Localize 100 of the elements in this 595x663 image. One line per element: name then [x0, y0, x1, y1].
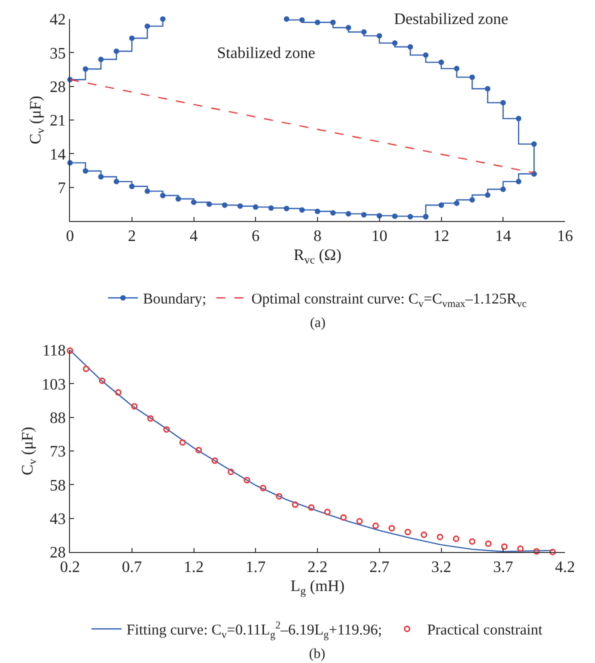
- x-tick-label: 16: [557, 228, 573, 246]
- x-tick-label: 12: [433, 228, 450, 246]
- y-tick-label: 28: [50, 544, 66, 562]
- point: [500, 100, 506, 106]
- x-tick-label: 1.7: [246, 559, 266, 576]
- point: [469, 74, 475, 80]
- x-axis-title: R$_{vc}$ (Ω): [294, 246, 342, 266]
- point: [469, 197, 475, 203]
- y-tick-label: 43: [50, 510, 66, 528]
- point: [160, 192, 166, 198]
- x-tick-label: 2.7: [369, 559, 390, 576]
- point: [66, 347, 74, 354]
- point: [299, 17, 305, 23]
- point: [485, 540, 492, 547]
- point: [115, 389, 122, 396]
- point: [392, 40, 398, 46]
- point: [404, 528, 412, 536]
- point: [276, 493, 282, 500]
- annotation: Stabilized zone: [217, 45, 316, 62]
- x-tick-label: 0.7: [122, 559, 142, 576]
- point: [388, 524, 395, 532]
- x-tick-label: 2.2: [308, 559, 328, 576]
- point: [260, 484, 266, 492]
- point: [484, 86, 490, 92]
- point: [129, 184, 135, 190]
- point: [299, 207, 305, 213]
- point: [82, 366, 90, 372]
- y-tick-label: 118: [42, 342, 66, 360]
- point: [423, 52, 429, 58]
- point: [314, 208, 320, 214]
- point: [500, 186, 506, 192]
- point: [308, 504, 315, 511]
- point: [144, 188, 150, 194]
- point: [292, 501, 298, 508]
- point: [533, 548, 540, 555]
- point: [361, 29, 367, 35]
- text: (b): [309, 647, 326, 662]
- y-tick-label: 21: [50, 112, 66, 130]
- point: [191, 199, 196, 205]
- y-tick-label: 73: [50, 444, 66, 461]
- point: [82, 66, 88, 72]
- x-tick-label: 3.2: [431, 559, 452, 576]
- point: [452, 536, 460, 542]
- point: [346, 211, 352, 217]
- point: [454, 200, 460, 206]
- point: [284, 16, 290, 22]
- y-tick-label: 103: [42, 376, 66, 394]
- point: [82, 168, 88, 174]
- y-tick-label: 35: [50, 45, 66, 62]
- point: [408, 214, 414, 220]
- point: [314, 20, 320, 26]
- point: [516, 116, 522, 122]
- x-tick-label: 8: [314, 228, 322, 246]
- point: [284, 206, 290, 212]
- y-tick-label: 42: [50, 12, 66, 29]
- point: [98, 56, 104, 62]
- text: (a): [310, 316, 326, 331]
- y-tick-label: 58: [50, 477, 66, 494]
- point: [129, 35, 135, 41]
- point: [176, 196, 182, 202]
- point: [330, 20, 336, 26]
- point: [420, 531, 428, 538]
- point: [361, 212, 367, 218]
- y-tick-label: 14: [50, 146, 66, 164]
- legend-label: Optimal constraint curve: C$_{v}$=C$_{vmax}$–1.125R$_{vc}$: [251, 292, 527, 310]
- point: [468, 538, 476, 545]
- point: [268, 205, 274, 211]
- point: [147, 415, 154, 422]
- point: [408, 44, 414, 50]
- point: [517, 545, 524, 552]
- point: [237, 203, 243, 209]
- point: [549, 548, 556, 556]
- point: [454, 66, 460, 72]
- point: [228, 468, 234, 476]
- point: [346, 24, 352, 30]
- point: [356, 518, 363, 524]
- point: [252, 204, 258, 210]
- point: [114, 178, 120, 184]
- point: [98, 378, 106, 384]
- x-tick-label: 6: [252, 228, 260, 246]
- point: [195, 446, 202, 454]
- point: [131, 403, 138, 410]
- point: [163, 426, 170, 433]
- x-tick-label: 4.2: [555, 559, 575, 576]
- x-tick-label: 0.2: [60, 559, 80, 576]
- point: [436, 534, 444, 540]
- point: [531, 141, 537, 147]
- x-axis-title: L$_{g}$ (mH): [290, 578, 345, 598]
- point: [484, 192, 490, 198]
- point: [222, 202, 228, 208]
- point: [144, 23, 150, 29]
- point: [501, 543, 508, 550]
- point: [438, 202, 444, 208]
- point: [516, 178, 522, 184]
- point: [114, 48, 120, 54]
- x-tick-label: 1.2: [184, 559, 204, 576]
- y-tick-label: 88: [50, 410, 66, 427]
- x-tick-label: 3.7: [493, 559, 514, 576]
- x-tick-label: 2: [128, 228, 136, 246]
- point: [98, 174, 104, 180]
